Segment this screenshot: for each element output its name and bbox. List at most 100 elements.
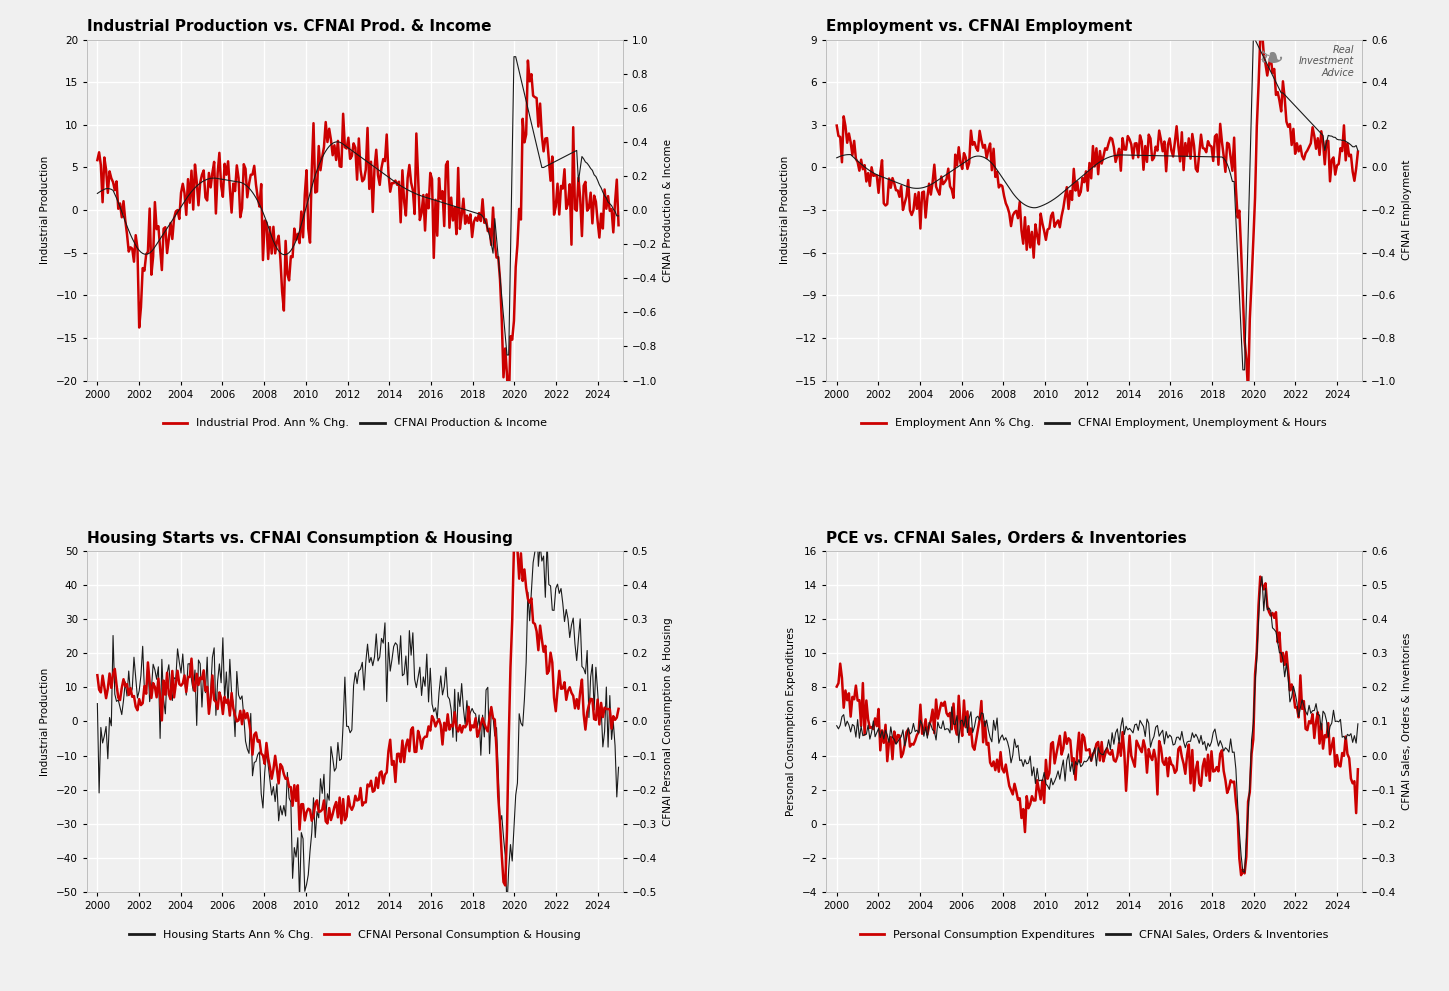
Line: Industrial Prod. Ann % Chg.: Industrial Prod. Ann % Chg. [97,60,619,410]
CFNAI Personal Consumption & Housing [90,684,107,696]
CFNAI Sales, Orders & Inventories [1139,714,1156,725]
Housing Starts Ann % Chg. [610,761,627,773]
Y-axis label: Industrial Production: Industrial Production [41,156,51,265]
CFNAI Employment, Unemployment & Hours [1148,150,1165,162]
Industrial Prod. Ann % Chg. [90,147,107,159]
Housing Starts Ann % Chg. [565,612,582,624]
Housing Starts Ann % Chg. [498,901,516,913]
Housing Starts Ann % Chg. [397,650,414,662]
CFNAI Sales, Orders & Inventories [1148,721,1165,733]
Line: Housing Starts Ann % Chg.: Housing Starts Ann % Chg. [97,504,619,907]
CFNAI Employment, Unemployment & Hours [1271,83,1288,95]
CFNAI Employment, Unemployment & Hours [1139,150,1156,162]
CFNAI Production & Income [532,155,549,166]
CFNAI Production & Income [90,186,107,198]
CFNAI Personal Consumption & Housing [397,740,414,752]
CFNAI Sales, Orders & Inventories [1253,571,1271,583]
Employment Ann % Chg. [1139,156,1156,167]
Industrial Prod. Ann % Chg. [398,172,416,184]
Text: PCE vs. CFNAI Sales, Orders & Inventories: PCE vs. CFNAI Sales, Orders & Inventorie… [826,530,1187,546]
Personal Consumption Expenditures [1349,763,1366,775]
Personal Consumption Expenditures [827,681,845,693]
Personal Consumption Expenditures [1271,626,1288,638]
CFNAI Production & Income [398,184,416,196]
CFNAI Personal Consumption & Housing [398,733,416,745]
Employment Ann % Chg. [1349,146,1366,158]
Personal Consumption Expenditures [830,677,848,689]
Industrial Prod. Ann % Chg. [407,128,425,140]
Line: CFNAI Employment, Unemployment & Hours: CFNAI Employment, Unemployment & Hours [836,40,1358,370]
Personal Consumption Expenditures [1139,767,1156,779]
CFNAI Employment, Unemployment & Hours [827,152,845,164]
CFNAI Personal Consumption & Housing [532,619,549,631]
Legend: Industrial Prod. Ann % Chg., CFNAI Production & Income: Industrial Prod. Ann % Chg., CFNAI Produ… [158,414,551,433]
Employment Ann % Chg. [1271,95,1288,107]
CFNAI Personal Consumption & Housing [88,669,106,681]
Housing Starts Ann % Chg. [88,698,106,710]
CFNAI Production & Income [506,51,523,62]
CFNAI Production & Income [610,210,627,222]
Line: Employment Ann % Chg.: Employment Ann % Chg. [836,30,1358,392]
Y-axis label: Industrial Production: Industrial Production [780,156,790,265]
CFNAI Sales, Orders & Inventories [1271,647,1288,659]
CFNAI Production & Income [88,187,106,199]
CFNAI Sales, Orders & Inventories [827,719,845,731]
Employment Ann % Chg. [1304,121,1321,133]
Text: Housing Starts vs. CFNAI Consumption & Housing: Housing Starts vs. CFNAI Consumption & H… [87,530,513,546]
CFNAI Employment, Unemployment & Hours [1235,364,1252,376]
Legend: Employment Ann % Chg., CFNAI Employment, Unemployment & Hours: Employment Ann % Chg., CFNAI Employment,… [856,414,1332,433]
CFNAI Production & Income [397,183,414,195]
Industrial Prod. Ann % Chg. [532,98,549,110]
Personal Consumption Expenditures [1136,742,1153,754]
Employment Ann % Chg. [1239,386,1256,398]
Industrial Prod. Ann % Chg. [565,121,582,133]
Y-axis label: CFNAI Personal Consumption & Housing: CFNAI Personal Consumption & Housing [662,617,672,826]
Employment Ann % Chg. [830,130,848,142]
Industrial Prod. Ann % Chg. [610,219,627,231]
Line: CFNAI Personal Consumption & Housing: CFNAI Personal Consumption & Housing [97,547,619,885]
CFNAI Employment, Unemployment & Hours [830,151,848,163]
Line: Personal Consumption Expenditures: Personal Consumption Expenditures [836,577,1358,875]
Y-axis label: CFNAI Employment: CFNAI Employment [1401,160,1411,261]
Employment Ann % Chg. [1136,140,1153,152]
CFNAI Production & Income [498,349,516,361]
Text: Industrial Production vs. CFNAI Prod. & Income: Industrial Production vs. CFNAI Prod. & … [87,19,491,35]
CFNAI Employment, Unemployment & Hours [1349,145,1366,157]
Personal Consumption Expenditures [1233,869,1250,881]
Industrial Prod. Ann % Chg. [397,209,414,221]
Personal Consumption Expenditures [1252,571,1269,583]
Text: ❧: ❧ [1259,45,1284,73]
Employment Ann % Chg. [1253,24,1271,36]
Industrial Prod. Ann % Chg. [88,155,106,166]
Housing Starts Ann % Chg. [407,682,425,694]
Personal Consumption Expenditures [1148,753,1165,765]
Y-axis label: CFNAI Production & Income: CFNAI Production & Income [662,139,672,281]
CFNAI Personal Consumption & Housing [506,541,523,553]
CFNAI Employment, Unemployment & Hours [1304,119,1321,131]
CFNAI Sales, Orders & Inventories [1349,717,1366,729]
CFNAI Employment, Unemployment & Hours [1245,34,1262,46]
Text: Real
Investment
Advice: Real Investment Advice [1298,45,1353,78]
CFNAI Production & Income [565,147,582,159]
CFNAI Employment, Unemployment & Hours [1136,150,1153,162]
Legend: Housing Starts Ann % Chg., CFNAI Personal Consumption & Housing: Housing Starts Ann % Chg., CFNAI Persona… [125,926,585,944]
Y-axis label: Industrial Production: Industrial Production [41,667,51,776]
CFNAI Sales, Orders & Inventories [1236,866,1253,878]
CFNAI Sales, Orders & Inventories [1136,730,1153,742]
CFNAI Sales, Orders & Inventories [830,722,848,734]
Industrial Prod. Ann % Chg. [519,55,536,66]
CFNAI Sales, Orders & Inventories [1304,705,1321,716]
Employment Ann % Chg. [827,120,845,132]
Legend: Personal Consumption Expenditures, CFNAI Sales, Orders & Inventories: Personal Consumption Expenditures, CFNAI… [855,926,1333,944]
Housing Starts Ann % Chg. [90,787,107,799]
Personal Consumption Expenditures [1304,709,1321,720]
CFNAI Personal Consumption & Housing [407,746,425,758]
CFNAI Personal Consumption & Housing [565,690,582,702]
Y-axis label: CFNAI Sales, Orders & Inventories: CFNAI Sales, Orders & Inventories [1401,633,1411,810]
Housing Starts Ann % Chg. [398,679,416,691]
Housing Starts Ann % Chg. [527,498,545,510]
CFNAI Personal Consumption & Housing [497,879,514,891]
CFNAI Personal Consumption & Housing [610,703,627,715]
Employment Ann % Chg. [1148,141,1165,153]
Text: Employment vs. CFNAI Employment: Employment vs. CFNAI Employment [826,19,1133,35]
